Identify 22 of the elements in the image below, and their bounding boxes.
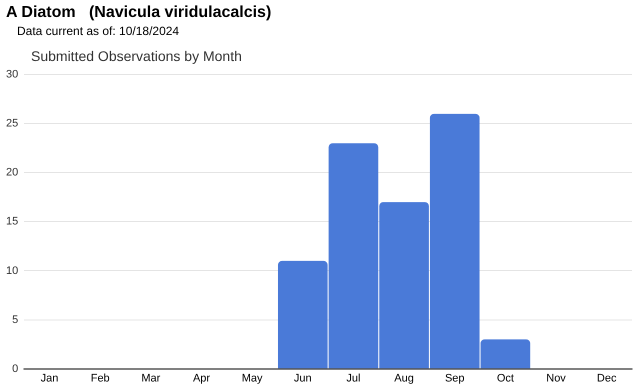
x-tick-label: May <box>242 372 264 384</box>
x-tick-label: Apr <box>192 372 210 384</box>
text: Submitted Observations by Month <box>31 48 242 64</box>
x-tick-label: Mar <box>141 372 161 384</box>
x-tick-label: Nov <box>546 372 566 384</box>
chart-subtitle: Data current as of: 10/18/2024 <box>17 24 180 38</box>
y-tick-label: 25 <box>6 118 18 130</box>
x-tick-label: Aug <box>394 372 414 384</box>
x-tick-label: Jul <box>346 372 360 384</box>
x-tick-label: Jun <box>294 372 312 384</box>
y-tick-label: 5 <box>12 314 18 326</box>
chart-title: A Diatom (Navicula viridulacalcis) <box>6 4 272 22</box>
x-tick-label: Oct <box>496 372 514 384</box>
x-tick-label: Feb <box>90 372 110 384</box>
x-tick-label: Sep <box>444 372 465 384</box>
y-tick-label: 10 <box>6 264 18 277</box>
y-tick-label: 0 <box>12 362 18 375</box>
x-tick-label: Dec <box>596 372 617 384</box>
y-tick-label: 15 <box>6 216 18 228</box>
y-tick-label: 30 <box>6 68 18 81</box>
y-tick-label: 20 <box>6 166 18 179</box>
x-tick-label: Jan <box>40 372 58 384</box>
